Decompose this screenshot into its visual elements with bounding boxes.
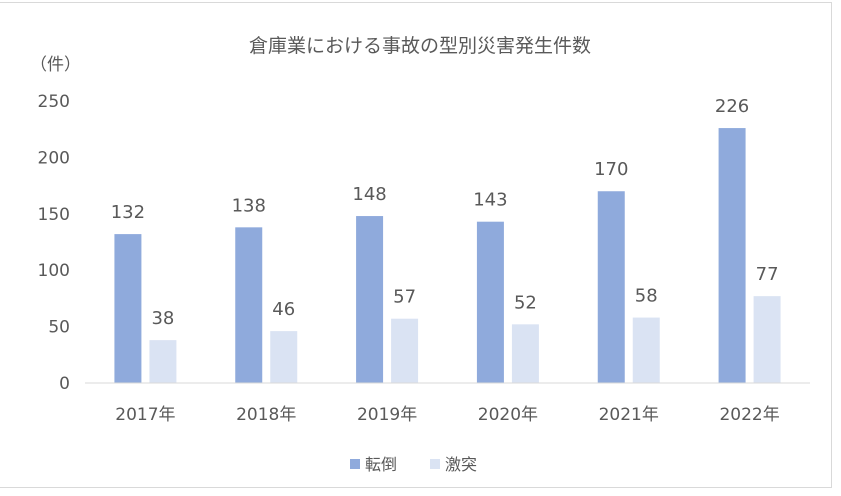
x-tick-label: 2018年 <box>236 405 296 425</box>
bar-激突-2019年 <box>391 318 419 383</box>
data-label: 148 <box>352 184 386 205</box>
bar-転倒-2020年 <box>476 221 504 383</box>
data-label: 52 <box>514 292 537 313</box>
y-tick-label: 100 <box>38 261 70 281</box>
bar-激突-2018年 <box>270 331 298 383</box>
data-label: 138 <box>232 195 266 216</box>
chart-title: 倉庫業における事故の型別災害発生件数 <box>249 35 591 57</box>
y-tick-label: 250 <box>38 92 70 112</box>
bar-転倒-2022年 <box>718 128 746 383</box>
legend-swatch <box>350 459 360 469</box>
bar-激突-2022年 <box>753 296 781 383</box>
data-label: 77 <box>756 264 779 285</box>
bar-転倒-2021年 <box>597 191 625 383</box>
x-tick-label: 2021年 <box>599 405 659 425</box>
bar-激突-2020年 <box>511 324 539 383</box>
chart-frame <box>0 2 832 488</box>
data-label: 46 <box>272 299 295 320</box>
y-tick-label: 0 <box>59 374 70 394</box>
legend-label: 転倒 <box>365 455 397 474</box>
data-label: 143 <box>473 190 507 211</box>
bar-激突-2017年 <box>149 340 177 383</box>
x-tick-label: 2020年 <box>478 405 538 425</box>
y-tick-label: 50 <box>48 318 70 338</box>
data-label: 170 <box>594 159 628 180</box>
data-label: 58 <box>635 286 658 307</box>
data-label: 38 <box>151 308 174 329</box>
bar-転倒-2018年 <box>235 227 263 383</box>
y-axis-unit-label: （件） <box>30 55 81 75</box>
x-tick-label: 2022年 <box>719 405 779 425</box>
bar-激突-2021年 <box>632 317 660 383</box>
data-label: 226 <box>715 96 749 117</box>
x-tick-label: 2017年 <box>115 405 175 425</box>
data-label: 57 <box>393 287 416 308</box>
data-label: 132 <box>111 202 145 223</box>
y-tick-label: 150 <box>38 205 70 225</box>
legend-swatch <box>430 459 440 469</box>
x-tick-label: 2019年 <box>357 405 417 425</box>
legend-label: 激突 <box>445 455 477 474</box>
y-tick-label: 200 <box>38 148 70 168</box>
legend: 転倒 激突 <box>350 455 477 474</box>
bar-転倒-2017年 <box>114 234 142 383</box>
bar-転倒-2019年 <box>356 216 384 383</box>
